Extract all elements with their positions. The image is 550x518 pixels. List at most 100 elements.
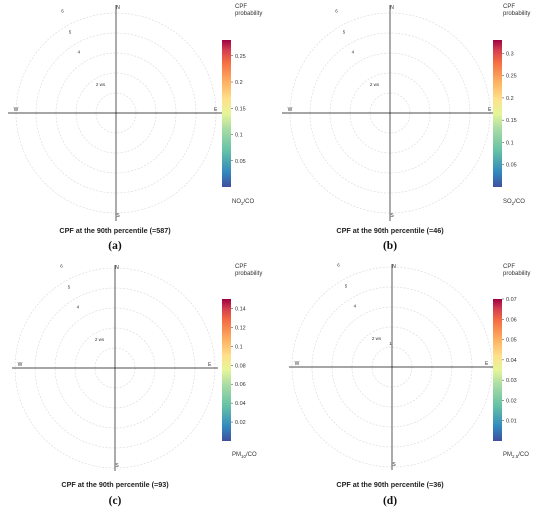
- cpf-hotspot-0-band-2: [109, 131, 140, 162]
- colorbar: [222, 40, 231, 187]
- cpf-hotspot-0-band-2: [95, 332, 118, 355]
- cpf-hotspot-2-band-1: [21, 100, 52, 131]
- cpf-hotspot-2-band-2: [339, 309, 394, 364]
- cpf-hotspot-1-band-3: [384, 374, 440, 430]
- radial-label-1: 5: [68, 284, 71, 289]
- radial-label-3: 2 ws: [370, 82, 380, 87]
- radial-label-0: 6: [337, 262, 340, 267]
- colorbar-tick-label-1: 0.02: [506, 398, 517, 404]
- radial-label-0: 6: [60, 263, 63, 268]
- pollutant-main: NO: [232, 199, 241, 205]
- pollutant-main: SO: [503, 199, 512, 205]
- cpf-hotspot-1-band-2: [96, 298, 124, 326]
- cpf-hotspot-0-band-4: [384, 151, 404, 171]
- cpf-hotspot-1-band-1: [367, 356, 458, 447]
- colorbar-tick-label-5: 0.12: [235, 325, 246, 331]
- cpf-field: [275, 259, 505, 489]
- polar-plot-b: N E S W 6 5 4 2 ws 0.05 0.1 0.15 0.2 0.25 0.3: [282, 5, 517, 221]
- direction-label-e: E: [485, 361, 489, 367]
- cpf-background: [0, 0, 230, 230]
- cpf-hotspot-0-band-2: [376, 143, 412, 179]
- pollutant-sub: 10: [241, 454, 247, 460]
- legend-title-line2: probability: [235, 11, 263, 17]
- pollutant-rest: /CO: [243, 199, 255, 205]
- cpf-hotspot-2-band-5: [130, 419, 141, 430]
- panel-d: N E S W 6 5 4 2 ws 1 0.01 0.02 0.03 0.04 0.05 0.06 0.07…: [275, 259, 550, 518]
- cpf-hotspot-1-band-0: [90, 292, 130, 332]
- legend-title-c: CPF probability: [235, 264, 262, 278]
- colorbar-tick-label-3: 0.2: [235, 80, 243, 86]
- cpf-hotspot-1-band-3: [99, 301, 121, 323]
- colorbar-tick-label-0: 0.01: [506, 419, 517, 425]
- cpf-hotspot-2-band-5: [31, 111, 40, 120]
- colorbar-tick-label-4: 0.25: [506, 74, 517, 80]
- panel-label-a: (a): [108, 240, 122, 252]
- cpf-hotspot-2-band-2: [120, 409, 151, 440]
- direction-label-e: E: [214, 107, 218, 113]
- cpf-hotspot-0-band-0: [103, 124, 147, 168]
- cpf-hotspot-1-band-1: [73, 131, 120, 178]
- radial-label-2: 4: [78, 50, 81, 55]
- radial-label-1: 5: [69, 29, 72, 34]
- direction-label-n: N: [116, 5, 120, 11]
- pollutant-sub: 2: [241, 201, 244, 207]
- colorbar: [222, 299, 231, 441]
- legend-title-a: CPF probability: [235, 4, 262, 18]
- cpf-hotspot-0-band-2: [374, 390, 413, 429]
- panel-label-b: (b): [382, 240, 398, 252]
- radial-label-2: 4: [77, 305, 80, 310]
- cpf-hotspot-0-band-4: [383, 398, 404, 419]
- colorbar: [493, 40, 502, 187]
- direction-label-s: S: [116, 213, 120, 219]
- colorbar-tick-label-2: 0.15: [506, 118, 517, 124]
- radial-label-2: 4: [352, 50, 355, 55]
- colorbar-tick-label-6: 0.07: [506, 297, 517, 303]
- direction-label-n: N: [392, 264, 396, 270]
- radial-label-0: 6: [61, 8, 64, 13]
- radial-label-3: 2 ws: [95, 337, 105, 342]
- colorbar-tick-label-3: 0.04: [506, 358, 517, 364]
- cpf-hotspot-0-band-3: [378, 394, 408, 424]
- direction-label-e: E: [488, 107, 492, 113]
- colorbar-tick-label-5: 0.3: [506, 51, 514, 57]
- panel-a: N E S W 6 5 4 2 ws 0.05 0.1 0.15 0.2 0.25 CPF probab…: [0, 0, 275, 259]
- cpf-hotspot-0-band-1: [370, 385, 417, 432]
- colorbar-tick-label-1: 0.1: [506, 140, 514, 146]
- colorbar-tick-label-6: 0.14: [235, 306, 246, 312]
- panel-label-c: (c): [108, 495, 122, 507]
- direction-label-s: S: [390, 213, 394, 219]
- cpf-hotspot-0-band-1: [92, 330, 119, 357]
- legend-title-line1: CPF: [503, 4, 515, 10]
- direction-label-w: W: [18, 362, 23, 368]
- colorbar-tick-label-2: 0.06: [235, 382, 246, 388]
- colorbar-tick-label-2: 0.15: [235, 106, 246, 112]
- legend-title-line1: CPF: [235, 264, 247, 270]
- cpf-hotspot-0-band-1: [372, 139, 416, 183]
- cpf-hotspot-1-band-1: [93, 295, 127, 329]
- legend-title-line2: probability: [235, 271, 263, 277]
- cpf-background: [275, 259, 505, 489]
- cpf-hotspot-0-band-0: [368, 135, 420, 187]
- cpf-hotspot-1-band-2: [375, 365, 448, 438]
- cpf-hotspot-2-band-3: [26, 106, 46, 126]
- colorbar-tick-label-0: 0.05: [235, 159, 246, 165]
- pollutant-main: PM: [232, 452, 241, 458]
- cpf-hotspot-2-band-1: [117, 406, 154, 443]
- direction-label-n: N: [390, 5, 394, 11]
- legend-title-line1: CPF: [503, 264, 515, 270]
- legend-title-d: CPF probability: [503, 264, 530, 278]
- cpf-hotspot-0-band-3: [380, 147, 408, 175]
- polar-plot-a: N E S W 6 5 4 2 ws 0.05 0.1 0.15 0.2 0.25: [0, 0, 246, 230]
- colorbar-tick-label-4: 0.05: [506, 338, 517, 344]
- pollutant-sub: 2: [511, 201, 515, 207]
- direction-label-s: S: [115, 463, 119, 469]
- colorbar-tick-label-0: 0.02: [235, 420, 246, 426]
- colorbar-tick-label-0: 0.05: [506, 163, 517, 169]
- chart-title-d: CPF at the 90th percentile (=36): [336, 480, 444, 489]
- direction-label-w: W: [295, 361, 300, 367]
- chart-title-a: CPF at the 90th percentile (=587): [59, 226, 171, 235]
- legend-title-line2: probability: [503, 11, 531, 17]
- cpf-hotspot-0-band-3: [113, 134, 137, 158]
- pollutant-label-c: PM10/CO: [232, 452, 257, 459]
- direction-label-n: N: [115, 265, 119, 271]
